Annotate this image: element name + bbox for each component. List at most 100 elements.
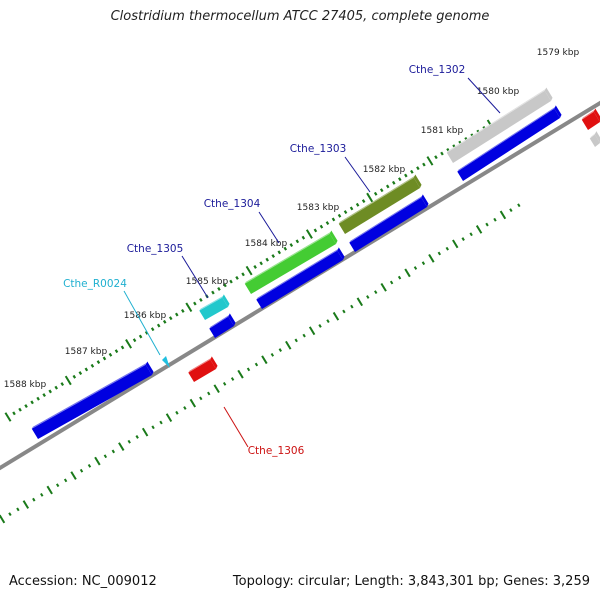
- minor-tick: [108, 352, 113, 357]
- outer-tick: [404, 268, 411, 278]
- minor-tick: [241, 272, 245, 277]
- minor-tick: [175, 312, 179, 317]
- outer-tick: [517, 203, 521, 208]
- minor-tick: [385, 184, 390, 189]
- minor-tick: [410, 169, 414, 174]
- outer-tick: [141, 427, 149, 437]
- tick-label: 1586 kbp: [124, 311, 167, 321]
- outer-tick: [421, 261, 426, 266]
- minor-tick: [343, 210, 348, 215]
- tick-label: 1583 kbp: [297, 203, 340, 213]
- outer-tick: [79, 468, 84, 473]
- minor-tick: [30, 400, 34, 405]
- minor-tick: [271, 254, 275, 258]
- outer-tick: [261, 355, 268, 365]
- outer-tick: [342, 309, 346, 314]
- minor-tick: [42, 393, 46, 397]
- minor-tick: [36, 396, 40, 401]
- gene-cthe-1303: [338, 174, 422, 234]
- outer-tick: [159, 420, 163, 425]
- outer-tick: [461, 237, 465, 241]
- gene-cthe-r0024: [162, 356, 170, 368]
- minor-tick: [132, 338, 137, 343]
- gene-features: [162, 87, 600, 382]
- genome-summary-text: Topology: circular; Length: 3,843,301 bp…: [232, 574, 590, 589]
- major-tick: [4, 412, 12, 422]
- outer-tick: [452, 239, 459, 249]
- major-tick: [366, 192, 374, 203]
- tick-label: 1582 kbp: [363, 165, 406, 175]
- minor-tick: [325, 221, 330, 226]
- outer-tick: [254, 362, 259, 367]
- outer-tick: [509, 208, 513, 212]
- tick-label: 1581 kbp: [421, 126, 464, 136]
- outer-tick: [350, 304, 354, 309]
- outer-tick: [8, 512, 12, 517]
- cds-block: [457, 105, 562, 181]
- leader-line: [181, 255, 209, 299]
- major-tick: [185, 302, 193, 313]
- minor-tick: [150, 327, 155, 332]
- outer-tick: [278, 348, 282, 352]
- leader-line: [123, 290, 161, 356]
- gene-label[interactable]: Cthe_1303: [290, 143, 347, 155]
- minor-tick: [379, 188, 384, 193]
- outer-tick: [151, 425, 155, 430]
- gene-label[interactable]: Cthe_1306: [248, 445, 305, 457]
- gene-offscreen-grey: [589, 131, 600, 147]
- minor-tick: [54, 385, 58, 390]
- minor-tick: [120, 345, 125, 350]
- tick-label: 1580 kbp: [477, 87, 520, 97]
- gene-label[interactable]: Cthe_1302: [409, 64, 466, 76]
- minor-tick: [223, 283, 227, 288]
- leader-line: [344, 156, 371, 193]
- minor-tick: [181, 308, 185, 313]
- minor-tick: [156, 323, 161, 328]
- outer-tick: [428, 253, 435, 263]
- minor-tick: [277, 250, 282, 255]
- minor-tick: [199, 297, 203, 302]
- tick-label: 1588 kbp: [4, 380, 47, 390]
- minor-tick: [295, 239, 300, 244]
- major-tick: [64, 375, 72, 386]
- outer-tick: [380, 282, 387, 292]
- minor-tick: [265, 257, 269, 262]
- minor-tick: [18, 407, 22, 412]
- outer-tick: [189, 398, 197, 408]
- minor-tick: [392, 180, 396, 185]
- outer-tick: [63, 478, 68, 483]
- outer-tick: [16, 507, 20, 512]
- minor-tick: [102, 356, 107, 361]
- tick-label: 1579 kbp: [537, 48, 580, 58]
- outer-tick: [485, 222, 489, 227]
- minor-tick: [168, 316, 173, 321]
- minor-tick: [229, 279, 233, 284]
- outer-tick: [270, 353, 275, 357]
- minor-tick: [72, 374, 77, 379]
- minor-tick: [301, 235, 306, 240]
- minor-tick: [12, 411, 16, 416]
- gene-label[interactable]: Cthe_R0024: [63, 278, 127, 290]
- minor-tick: [144, 330, 149, 335]
- minor-tick: [193, 301, 197, 306]
- outer-tick: [246, 367, 251, 372]
- gene-label[interactable]: Cthe_1304: [204, 198, 261, 210]
- outer-tick: [237, 369, 244, 379]
- minor-tick: [235, 276, 239, 280]
- outer-tick: [0, 514, 6, 524]
- minor-tick: [337, 213, 342, 218]
- gene-offscreen-red: [581, 108, 600, 130]
- minor-tick: [355, 202, 360, 207]
- outer-tick: [111, 449, 116, 454]
- minor-tick: [162, 319, 167, 324]
- outer-tick: [493, 217, 497, 222]
- outer-tick: [437, 251, 442, 256]
- outer-tick: [40, 492, 44, 497]
- minor-tick: [349, 206, 354, 211]
- outer-tick: [366, 295, 370, 299]
- outer-tick: [94, 456, 101, 466]
- gene-label[interactable]: Cthe_1305: [127, 243, 184, 255]
- minor-tick: [319, 224, 324, 229]
- outer-tick: [285, 340, 292, 350]
